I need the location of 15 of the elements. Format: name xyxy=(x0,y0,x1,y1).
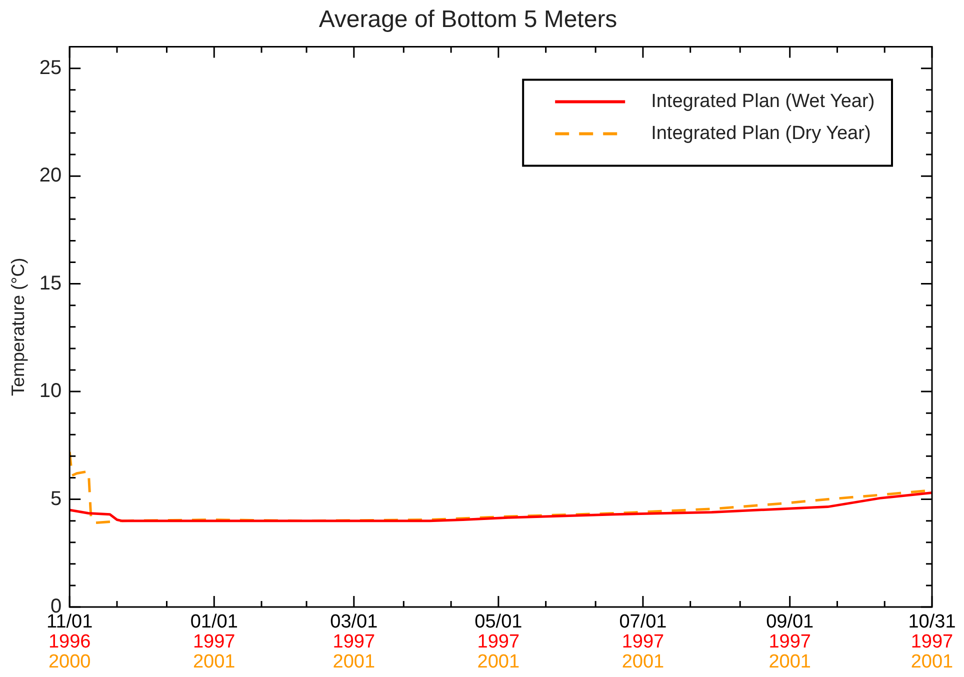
chart-title: Average of Bottom 5 Meters xyxy=(318,6,618,34)
y-tick-label: 25 xyxy=(39,56,62,79)
legend-label: Integrated Plan (Dry Year) xyxy=(651,123,871,144)
x-tick-label: 03/01 1997 2001 xyxy=(330,612,378,673)
x-tick-label: 09/01 1997 2001 xyxy=(766,612,814,673)
y-tick-label: 10 xyxy=(39,380,62,402)
x-tick-label: 10/31 1997 2001 xyxy=(908,612,956,673)
y-tick-label: 15 xyxy=(39,272,62,294)
legend-label: Integrated Plan (Wet Year) xyxy=(651,91,875,112)
x-tick-label: 05/01 1997 2001 xyxy=(474,612,522,673)
y-tick-label: 5 xyxy=(50,488,62,510)
y-axis-title: Temperature (°C) xyxy=(8,258,28,396)
x-tick-label: 01/01 1997 2001 xyxy=(190,612,238,673)
x-tick-label: 07/01 1997 2001 xyxy=(619,612,667,673)
y-tick-label: 20 xyxy=(39,164,62,187)
